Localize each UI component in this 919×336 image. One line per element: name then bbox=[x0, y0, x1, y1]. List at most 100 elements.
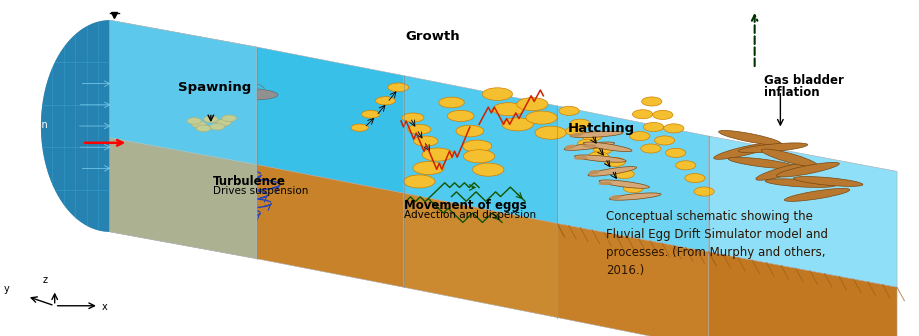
Ellipse shape bbox=[178, 93, 255, 108]
Polygon shape bbox=[256, 47, 403, 193]
Ellipse shape bbox=[535, 126, 566, 139]
Ellipse shape bbox=[438, 97, 464, 108]
Ellipse shape bbox=[597, 182, 611, 185]
Ellipse shape bbox=[191, 121, 206, 128]
Ellipse shape bbox=[652, 110, 672, 119]
Ellipse shape bbox=[622, 183, 642, 193]
Ellipse shape bbox=[375, 97, 395, 105]
Polygon shape bbox=[109, 138, 256, 259]
Ellipse shape bbox=[559, 106, 579, 116]
Ellipse shape bbox=[588, 170, 599, 175]
Polygon shape bbox=[708, 252, 896, 336]
Ellipse shape bbox=[761, 149, 817, 167]
Ellipse shape bbox=[614, 169, 633, 179]
Ellipse shape bbox=[570, 131, 622, 137]
Ellipse shape bbox=[640, 144, 660, 153]
Text: Gas bladder: Gas bladder bbox=[763, 74, 843, 87]
Ellipse shape bbox=[582, 132, 602, 141]
Ellipse shape bbox=[718, 130, 780, 145]
Ellipse shape bbox=[493, 103, 524, 116]
Ellipse shape bbox=[422, 148, 453, 161]
Ellipse shape bbox=[629, 131, 649, 141]
Ellipse shape bbox=[755, 163, 811, 180]
Polygon shape bbox=[557, 223, 708, 336]
Polygon shape bbox=[191, 88, 211, 100]
Ellipse shape bbox=[792, 176, 862, 186]
Ellipse shape bbox=[351, 124, 368, 131]
Ellipse shape bbox=[577, 139, 597, 149]
Polygon shape bbox=[403, 193, 557, 318]
Ellipse shape bbox=[642, 123, 663, 132]
Text: x: x bbox=[101, 302, 107, 312]
Ellipse shape bbox=[526, 111, 557, 124]
Polygon shape bbox=[40, 20, 109, 232]
Ellipse shape bbox=[447, 110, 473, 122]
Text: Conceptual schematic showing the
Fluvial Egg Drift Simulator model and
processes: Conceptual schematic showing the Fluvial… bbox=[606, 210, 827, 277]
Ellipse shape bbox=[693, 187, 713, 196]
Ellipse shape bbox=[563, 142, 614, 150]
Ellipse shape bbox=[573, 156, 587, 160]
Ellipse shape bbox=[216, 119, 231, 126]
Ellipse shape bbox=[203, 116, 218, 123]
Ellipse shape bbox=[361, 110, 380, 118]
Ellipse shape bbox=[413, 162, 444, 174]
Ellipse shape bbox=[573, 155, 626, 162]
Ellipse shape bbox=[598, 180, 649, 188]
Ellipse shape bbox=[582, 144, 596, 148]
Ellipse shape bbox=[502, 118, 533, 131]
Text: Turbulence: Turbulence bbox=[212, 175, 286, 188]
Ellipse shape bbox=[403, 175, 435, 188]
Ellipse shape bbox=[570, 133, 582, 137]
Ellipse shape bbox=[564, 145, 575, 149]
Ellipse shape bbox=[187, 118, 201, 124]
Ellipse shape bbox=[456, 125, 483, 137]
Ellipse shape bbox=[482, 88, 512, 100]
Ellipse shape bbox=[727, 157, 795, 169]
Ellipse shape bbox=[462, 140, 491, 152]
Ellipse shape bbox=[414, 136, 437, 146]
Ellipse shape bbox=[641, 97, 661, 106]
Ellipse shape bbox=[516, 98, 548, 111]
Polygon shape bbox=[708, 136, 896, 287]
Text: Drives suspension: Drives suspension bbox=[212, 186, 308, 196]
Text: Advection and dispersion: Advection and dispersion bbox=[403, 210, 535, 220]
Ellipse shape bbox=[210, 123, 224, 130]
Ellipse shape bbox=[675, 161, 695, 170]
Text: z: z bbox=[43, 275, 48, 285]
Ellipse shape bbox=[653, 136, 674, 145]
Ellipse shape bbox=[738, 143, 807, 153]
Ellipse shape bbox=[402, 113, 424, 122]
Ellipse shape bbox=[588, 152, 608, 161]
Ellipse shape bbox=[407, 125, 430, 134]
Text: Growth: Growth bbox=[405, 31, 460, 43]
Ellipse shape bbox=[765, 179, 835, 187]
Polygon shape bbox=[154, 93, 178, 108]
Ellipse shape bbox=[196, 125, 210, 132]
Text: Flow
direction: Flow direction bbox=[6, 109, 49, 130]
Ellipse shape bbox=[565, 127, 585, 135]
Ellipse shape bbox=[631, 110, 652, 119]
Ellipse shape bbox=[609, 195, 621, 199]
Ellipse shape bbox=[684, 173, 704, 183]
Polygon shape bbox=[256, 165, 403, 287]
Ellipse shape bbox=[663, 124, 683, 133]
Ellipse shape bbox=[664, 149, 685, 157]
Ellipse shape bbox=[593, 144, 613, 154]
Ellipse shape bbox=[605, 157, 624, 167]
Ellipse shape bbox=[784, 188, 849, 201]
Ellipse shape bbox=[587, 167, 636, 176]
Polygon shape bbox=[557, 106, 708, 252]
Ellipse shape bbox=[211, 88, 278, 100]
Text: Spawning: Spawning bbox=[177, 81, 251, 94]
Ellipse shape bbox=[713, 143, 773, 159]
Polygon shape bbox=[109, 20, 256, 165]
Ellipse shape bbox=[583, 142, 631, 152]
Ellipse shape bbox=[463, 150, 494, 163]
Polygon shape bbox=[109, 20, 256, 259]
Ellipse shape bbox=[570, 119, 590, 128]
Text: Movement of eggs: Movement of eggs bbox=[403, 199, 526, 212]
Ellipse shape bbox=[608, 193, 661, 200]
Ellipse shape bbox=[221, 115, 236, 122]
Text: y: y bbox=[4, 284, 10, 294]
Text: Hatching: Hatching bbox=[568, 122, 635, 135]
